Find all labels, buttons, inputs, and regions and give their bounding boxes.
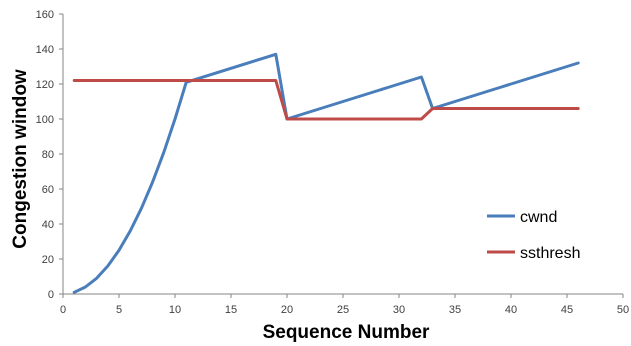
- y-tick-label: 20: [42, 254, 54, 266]
- x-tick-label: 30: [393, 304, 405, 316]
- x-tick-label: 0: [60, 304, 66, 316]
- y-tick-label: 120: [36, 79, 54, 91]
- legend: cwnd ssthresh: [487, 209, 580, 262]
- plot-area: 0 5 10 15 20 25 30 35 40 45 50 0 20 40 60 80 100 120 140 1…: [36, 9, 629, 316]
- x-tick-label: 35: [449, 304, 461, 316]
- series-line-cwnd: [72, 52, 580, 294]
- series-layer: [72, 52, 580, 294]
- x-tick-label: 25: [337, 304, 349, 316]
- legend-label-cwnd: cwnd: [520, 209, 557, 226]
- y-axis-ticks: 0 20 40 60 80 100 120 140 160: [36, 9, 63, 301]
- x-tick-label: 40: [505, 304, 517, 316]
- y-tick-label: 60: [42, 184, 54, 196]
- x-tick-label: 20: [281, 304, 293, 316]
- x-tick-label: 45: [561, 304, 573, 316]
- x-axis-ticks: 0 5 10 15 20 25 30 35 40 45 50: [60, 294, 629, 316]
- x-tick-label: 5: [116, 304, 122, 316]
- y-tick-label: 0: [48, 289, 54, 301]
- series-line-ssthresh: [72, 79, 580, 121]
- y-tick-label: 140: [36, 44, 54, 56]
- x-tick-label: 15: [225, 304, 237, 316]
- x-tick-label: 50: [617, 304, 629, 316]
- legend-item-ssthresh: ssthresh: [487, 245, 580, 262]
- x-tick-label: 10: [169, 304, 181, 316]
- x-axis-title: Sequence Number: [263, 322, 430, 343]
- y-tick-label: 40: [42, 219, 54, 231]
- y-tick-label: 100: [36, 114, 54, 126]
- legend-label-ssthresh: ssthresh: [520, 245, 580, 262]
- y-tick-label: 160: [36, 9, 54, 21]
- legend-item-cwnd: cwnd: [487, 209, 557, 226]
- y-axis-title: Congestion window: [10, 69, 31, 249]
- y-tick-label: 80: [42, 149, 54, 161]
